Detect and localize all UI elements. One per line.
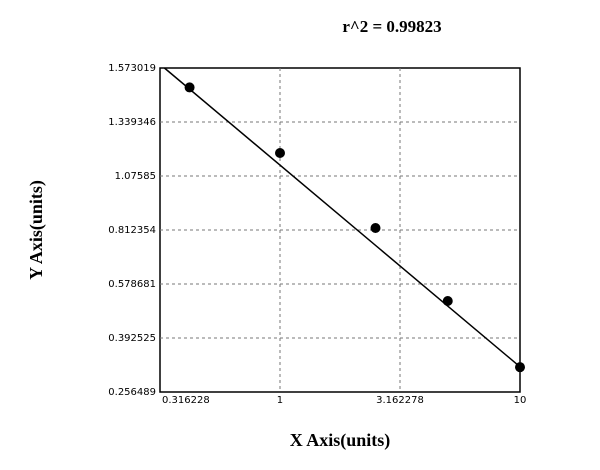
data-point (515, 362, 525, 373)
chart-title: r^2 = 0.99823 (342, 17, 441, 36)
data-point (184, 82, 195, 93)
y-tick-label: 0.392525 (108, 333, 156, 344)
y-tick-label: 1.339346 (108, 117, 156, 128)
x-axis-label: X Axis(units) (290, 430, 391, 451)
y-tick-label: 0.578681 (108, 279, 156, 290)
fit-line (163, 67, 521, 368)
data-point (274, 148, 285, 159)
x-tick-label: 0.316228 (162, 395, 210, 406)
data-point (442, 296, 453, 307)
data-point (370, 223, 381, 234)
y-tick-label: 1.573019 (108, 63, 156, 74)
y-tick-label: 0.256489 (108, 387, 156, 398)
x-tick-label: 1 (277, 395, 283, 406)
y-tick-label: 1.07585 (115, 171, 156, 182)
y-axis-label: Y Axis(units) (26, 180, 47, 280)
x-tick-label: 3.162278 (376, 395, 424, 406)
x-tick-label: 10 (514, 395, 527, 406)
y-tick-label: 0.812354 (108, 225, 156, 236)
